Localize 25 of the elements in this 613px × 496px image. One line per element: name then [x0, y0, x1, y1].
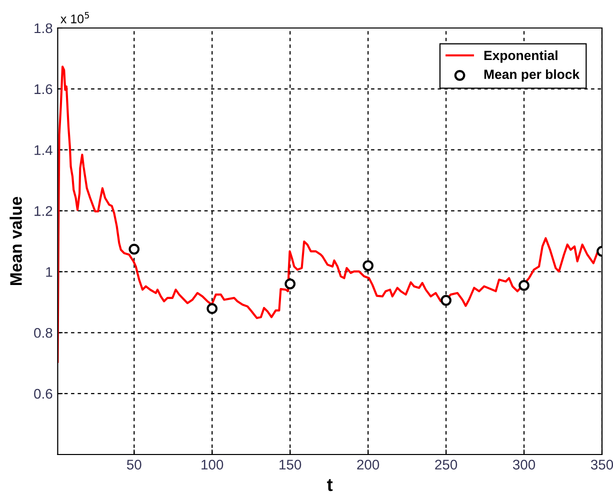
point — [128, 244, 140, 255]
legend-label: Mean per block — [484, 69, 580, 82]
y-tick-label: 1 — [46, 267, 52, 277]
y-axis-title: Mean value — [10, 196, 22, 286]
x-tick-label: 350 — [590, 460, 613, 470]
x-tick-label: 300 — [512, 460, 536, 470]
y-tick-label: 1.4 — [34, 145, 52, 155]
point — [518, 280, 530, 291]
legend-label: Exponential — [484, 50, 558, 63]
point — [284, 278, 296, 290]
y-tick-label: 0.8 — [34, 328, 52, 338]
x-tick-label: 200 — [357, 460, 380, 470]
x-axis-title: t — [327, 479, 333, 492]
point — [362, 260, 374, 272]
x-tick-label: 50 — [126, 460, 142, 470]
point — [206, 303, 218, 314]
point — [440, 294, 452, 306]
y-tick-label: 1.2 — [34, 206, 52, 216]
text: x 10$^{5}$ — [60, 12, 89, 24]
x-tick-label: 250 — [435, 460, 458, 470]
x-tick-label: 150 — [280, 460, 302, 470]
y-tick-label: 1.6 — [34, 84, 52, 94]
y-tick-label: 0.6 — [34, 388, 52, 399]
y-tick-label: 1.8 — [34, 23, 52, 34]
x-tick-label: 100 — [202, 460, 224, 470]
